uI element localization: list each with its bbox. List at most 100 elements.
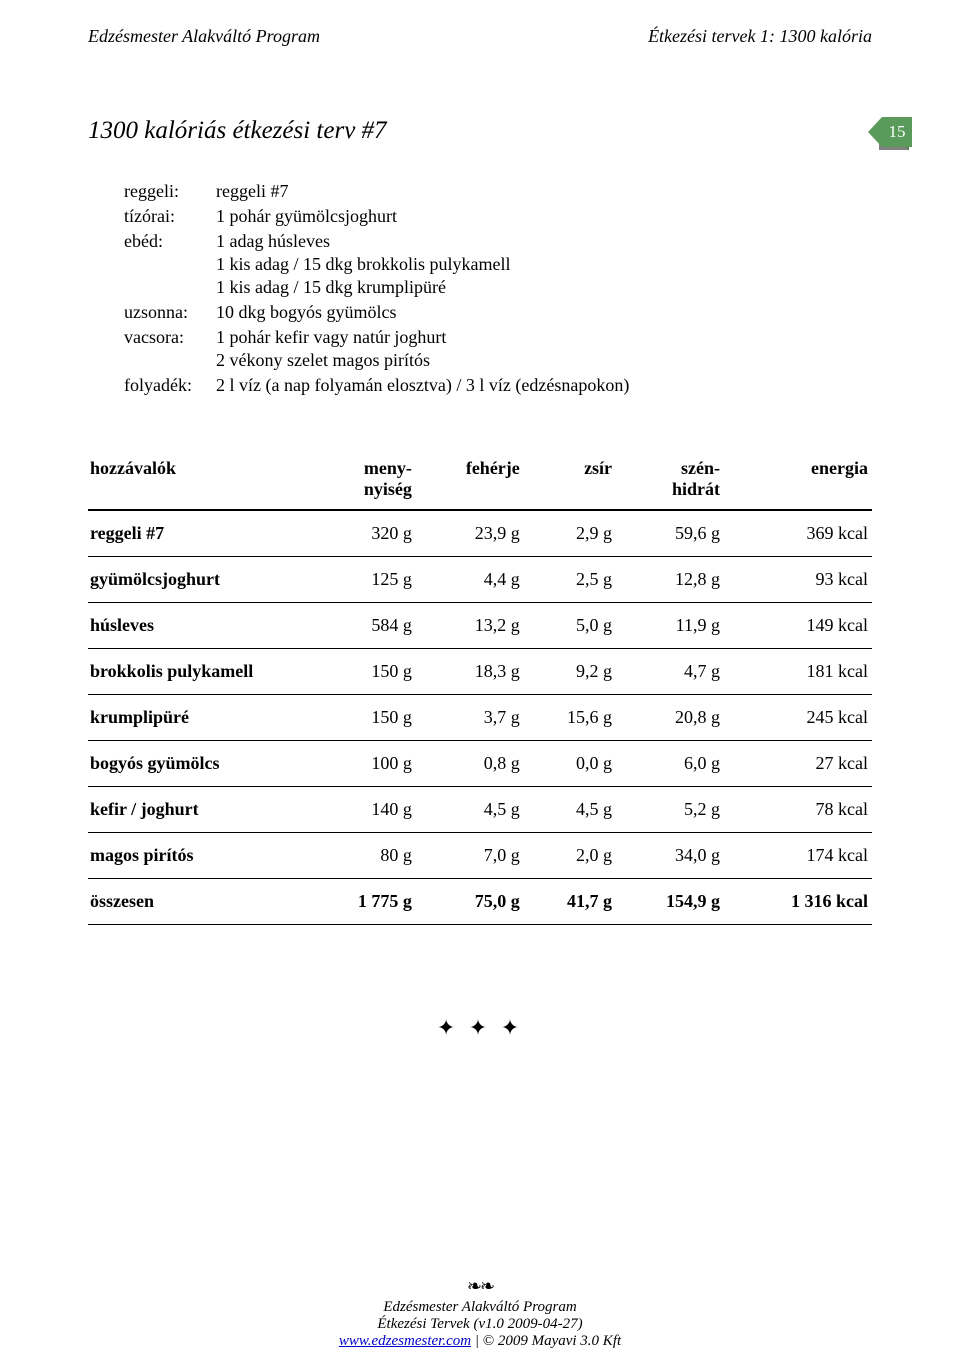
cell-carb: 59,6 g [616,510,724,557]
cell-qty: 584 g [308,603,416,649]
meal-key: tízórai: [124,206,216,229]
meal-key: uzsonna: [124,302,216,325]
cell-name: krumplipüré [88,695,308,741]
meal-row: tízórai:1 pohár gyümölcsjoghurt [124,206,872,229]
table-row: reggeli #7320 g23,9 g2,9 g59,6 g369 kcal [88,510,872,557]
cell-fat: 2,9 g [524,510,616,557]
meal-value: 10 dkg bogyós gyümölcs [216,302,397,323]
meal-key: vacsora: [124,327,216,373]
cell-carb: 20,8 g [616,695,724,741]
cell-fat: 15,6 g [524,695,616,741]
cell-qty: 320 g [308,510,416,557]
meal-values: 1 pohár kefir vagy natúr joghurt2 vékony… [216,327,446,373]
col-fat: zsír [524,452,616,510]
cell-fat: 2,5 g [524,557,616,603]
col-energy: energia [724,452,872,510]
cell-energy: 93 kcal [724,557,872,603]
cell-name: kefir / joghurt [88,787,308,833]
footer-copyright: | © 2009 Mayavi 3.0 Kft [471,1333,621,1349]
meal-value: 1 pohár gyümölcsjoghurt [216,206,397,227]
meal-key: reggeli: [124,181,216,204]
cell-qty: 150 g [308,649,416,695]
total-protein: 75,0 g [416,879,524,925]
page-header: Edzésmester Alakváltó Program Étkezési t… [88,26,872,47]
table-header-row: hozzávalók meny- nyiség fehérje zsír szé… [88,452,872,510]
cell-carb: 34,0 g [616,833,724,879]
table-row: brokkolis pulykamell150 g18,3 g9,2 g4,7 … [88,649,872,695]
header-right: Étkezési tervek 1: 1300 kalória [648,26,872,47]
meal-values: 1 adag húsleves1 kis adag / 15 dkg brokk… [216,231,510,300]
footer-line-2: Étkezési Tervek (v1.0 2009-04-27) [0,1316,960,1333]
meal-value: 1 adag húsleves [216,231,510,252]
meal-values: 1 pohár gyümölcsjoghurt [216,206,397,229]
cell-qty: 100 g [308,741,416,787]
meal-value: 2 l víz (a nap folyamán elosztva) / 3 l … [216,375,629,396]
cell-qty: 125 g [308,557,416,603]
meal-value: 1 pohár kefir vagy natúr joghurt [216,327,446,348]
col-quantity: meny- nyiség [308,452,416,510]
cell-protein: 18,3 g [416,649,524,695]
cell-protein: 23,9 g [416,510,524,557]
meal-value: reggeli #7 [216,181,288,202]
meal-value: 1 kis adag / 15 dkg krumplipüré [216,277,510,298]
page-footer: ❧❧ Edzésmester Alakváltó Program Étkezés… [0,1276,960,1350]
cell-protein: 3,7 g [416,695,524,741]
footer-link[interactable]: www.edzesmester.com [339,1333,471,1349]
cell-fat: 2,0 g [524,833,616,879]
cell-energy: 174 kcal [724,833,872,879]
cell-qty: 140 g [308,787,416,833]
meal-key: folyadék: [124,375,216,398]
meal-row: reggeli:reggeli #7 [124,181,872,204]
table-row: kefir / joghurt140 g4,5 g4,5 g5,2 g78 kc… [88,787,872,833]
table-row: bogyós gyümölcs100 g0,8 g0,0 g6,0 g27 kc… [88,741,872,787]
cell-carb: 12,8 g [616,557,724,603]
cell-energy: 181 kcal [724,649,872,695]
cell-name: gyümölcsjoghurt [88,557,308,603]
cell-carb: 5,2 g [616,787,724,833]
cell-qty: 150 g [308,695,416,741]
meal-values: 2 l víz (a nap folyamán elosztva) / 3 l … [216,375,629,398]
meal-plan-list: reggeli:reggeli #7tízórai:1 pohár gyümöl… [124,181,872,398]
cell-protein: 4,5 g [416,787,524,833]
cell-carb: 4,7 g [616,649,724,695]
cell-protein: 13,2 g [416,603,524,649]
cell-name: húsleves [88,603,308,649]
col-protein: fehérje [416,452,524,510]
table-row: gyümölcsjoghurt125 g4,4 g2,5 g12,8 g93 k… [88,557,872,603]
meal-row: vacsora:1 pohár kefir vagy natúr joghurt… [124,327,872,373]
plan-title: 1300 kalóriás étkezési terv #7 [88,117,387,145]
cell-fat: 4,5 g [524,787,616,833]
cell-energy: 78 kcal [724,787,872,833]
total-fat: 41,7 g [524,879,616,925]
cell-name: bogyós gyümölcs [88,741,308,787]
table-row: krumplipüré150 g3,7 g15,6 g20,8 g245 kca… [88,695,872,741]
footer-ornament: ❧❧ [0,1276,960,1297]
cell-fat: 0,0 g [524,741,616,787]
table-row: magos pirítós80 g7,0 g2,0 g34,0 g174 kca… [88,833,872,879]
nutrition-table: hozzávalók meny- nyiség fehérje zsír szé… [88,452,872,925]
cell-energy: 27 kcal [724,741,872,787]
total-energy: 1 316 kcal [724,879,872,925]
cell-protein: 7,0 g [416,833,524,879]
table-total-row: összesen 1 775 g 75,0 g 41,7 g 154,9 g 1… [88,879,872,925]
page-number: 15 [882,117,912,147]
footer-line-1: Edzésmester Alakváltó Program [0,1299,960,1316]
footer-line-3: www.edzesmester.com | © 2009 Mayavi 3.0 … [0,1333,960,1350]
meal-values: 10 dkg bogyós gyümölcs [216,302,397,325]
cell-protein: 4,4 g [416,557,524,603]
divider-ornament: ✦ ✦ ✦ [88,1015,872,1041]
cell-name: magos pirítós [88,833,308,879]
meal-key: ebéd: [124,231,216,300]
total-label: összesen [88,879,308,925]
cell-fat: 5,0 g [524,603,616,649]
cell-fat: 9,2 g [524,649,616,695]
meal-row: folyadék:2 l víz (a nap folyamán elosztv… [124,375,872,398]
cell-energy: 149 kcal [724,603,872,649]
meal-value: 2 vékony szelet magos pirítós [216,350,446,371]
total-carb: 154,9 g [616,879,724,925]
cell-energy: 245 kcal [724,695,872,741]
cell-qty: 80 g [308,833,416,879]
table-row: húsleves584 g13,2 g5,0 g11,9 g149 kcal [88,603,872,649]
col-carb: szén- hidrát [616,452,724,510]
page-number-badge: 15 [868,117,912,151]
